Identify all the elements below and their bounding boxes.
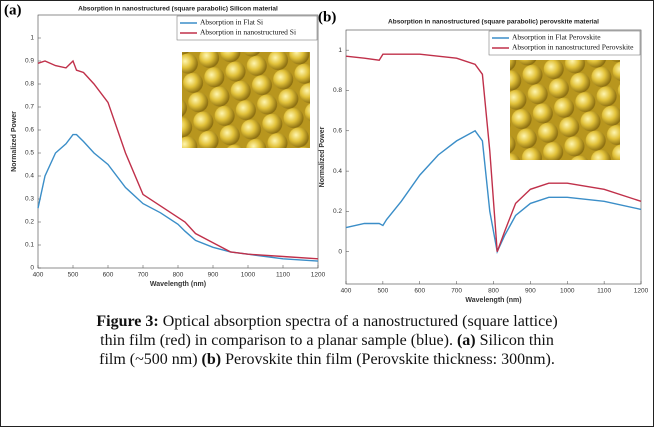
x-tick-label: 500 bbox=[68, 272, 79, 279]
x-tick-label: 1200 bbox=[634, 288, 649, 295]
y-tick-label: 0.1 bbox=[25, 242, 34, 249]
series-line bbox=[345, 53, 642, 252]
x-tick-label: 400 bbox=[33, 272, 44, 279]
panel-label: (b) bbox=[318, 9, 336, 25]
y-tick-label: 0.6 bbox=[25, 127, 34, 134]
caption: Figure 3: Optical absorption spectra of … bbox=[95, 312, 559, 369]
series-line bbox=[37, 59, 319, 260]
legend-box bbox=[176, 15, 318, 41]
y-tick-label: 0.2 bbox=[25, 219, 34, 226]
y-tick-label: 1 bbox=[30, 35, 34, 42]
inset-image bbox=[510, 60, 620, 160]
figure: 400 500 600 700 800 900 1000 1100 1200 0 0.1 0.2 0.3… bbox=[4, 2, 649, 304]
caption-text: Perovskite thin film (Perovskite thickne… bbox=[225, 351, 555, 368]
y-tick-label: 0.8 bbox=[25, 81, 34, 88]
y-tick-label: 0.5 bbox=[25, 150, 34, 157]
y-tick-label: 0.2 bbox=[333, 208, 342, 215]
y-tick-label: 0.3 bbox=[25, 196, 34, 203]
legend-label: Absorption in Flat Perovskite bbox=[512, 33, 601, 42]
caption-label: Figure 3: bbox=[96, 313, 159, 330]
chart-title: Absorption in nanostructured (square par… bbox=[78, 6, 278, 13]
x-tick-label: 800 bbox=[173, 272, 184, 279]
x-tick-label: 900 bbox=[208, 272, 219, 279]
caption-part: (a) bbox=[456, 332, 476, 349]
x-axis-label: Wavelength (nm) bbox=[465, 297, 521, 304]
chart-title: Absorption in nanostructured (square par… bbox=[388, 19, 599, 26]
legend-label: Absorption in nanostructured Perovskite bbox=[512, 43, 634, 52]
caption-text: Optical absorption spectra of a nanostru… bbox=[100, 313, 558, 349]
x-tick-label: 600 bbox=[414, 288, 425, 295]
panel-label: (a) bbox=[4, 2, 22, 18]
x-tick-label: 1200 bbox=[311, 272, 326, 279]
x-tick-label: 400 bbox=[341, 288, 352, 295]
caption-text: Silicon thin film (~500 nm) bbox=[99, 332, 554, 368]
x-tick-label: 1000 bbox=[241, 272, 256, 279]
y-tick-label: 1 bbox=[338, 47, 342, 54]
x-tick-label: 700 bbox=[138, 272, 149, 279]
y-tick-label: 0 bbox=[30, 265, 34, 272]
series-line bbox=[345, 129, 642, 255]
y-tick-label: 0.8 bbox=[333, 87, 342, 94]
y-tick-label: 0 bbox=[338, 248, 342, 255]
caption-part: (b) bbox=[201, 351, 222, 368]
x-tick-label: 1100 bbox=[597, 288, 611, 295]
y-tick-label: 0.4 bbox=[333, 168, 342, 175]
y-tick-label: 0.4 bbox=[25, 173, 34, 180]
x-tick-label: 1100 bbox=[276, 272, 290, 279]
inset-image bbox=[182, 52, 310, 148]
y-axis-label: Normalized Power bbox=[319, 126, 326, 187]
x-tick-label: 800 bbox=[488, 288, 499, 295]
legend-box bbox=[488, 30, 641, 56]
y-tick-label: 0.7 bbox=[25, 104, 34, 111]
y-axis-label: Normalized Power bbox=[11, 111, 18, 172]
x-axis-label: Wavelength (nm) bbox=[150, 281, 206, 288]
legend-label: Absorption in Flat Si bbox=[200, 18, 263, 27]
x-tick-label: 700 bbox=[451, 288, 462, 295]
y-tick-label: 0.6 bbox=[333, 128, 342, 135]
legend-label: Absorption in nanostructured Si bbox=[200, 28, 296, 37]
x-tick-label: 500 bbox=[377, 288, 388, 295]
x-tick-label: 1000 bbox=[560, 288, 575, 295]
x-tick-label: 900 bbox=[525, 288, 536, 295]
x-tick-label: 600 bbox=[103, 272, 114, 279]
y-tick-label: 0.9 bbox=[25, 58, 34, 65]
